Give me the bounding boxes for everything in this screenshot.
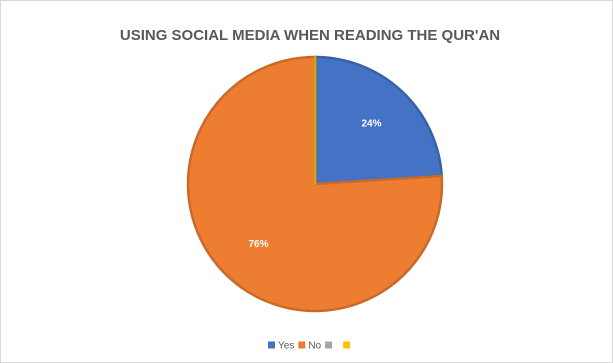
legend-swatch xyxy=(298,341,306,349)
data-label: 76% xyxy=(248,239,268,250)
data-label: 24% xyxy=(362,118,382,129)
pie-slice xyxy=(313,55,443,186)
legend-label: No xyxy=(308,341,321,352)
chart-title: USING SOCIAL MEDIA WHEN READING THE QUR'… xyxy=(120,27,500,44)
legend-swatch xyxy=(343,341,351,349)
legend-swatch xyxy=(325,341,333,349)
legend-label: Yes xyxy=(278,341,294,352)
pie-slice xyxy=(186,55,444,313)
legend-swatch xyxy=(268,341,275,349)
